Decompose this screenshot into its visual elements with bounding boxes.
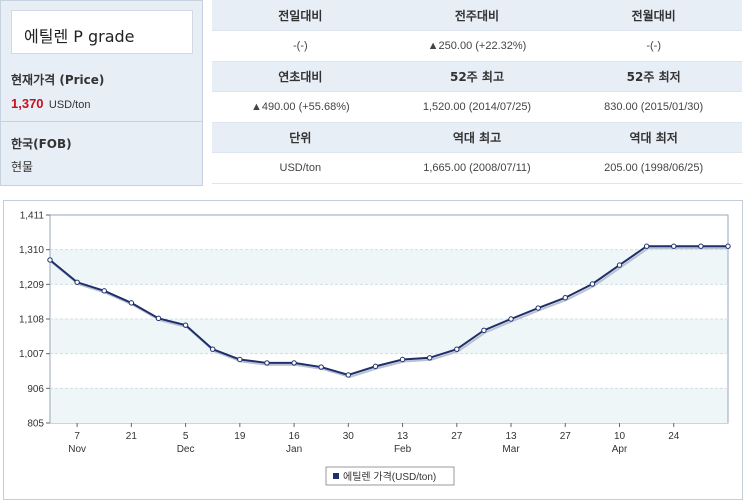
x-tick-label: 13	[505, 431, 517, 442]
stats-value-row: USD/ton 1,665.00 (2008/07/11) 205.00 (1998…	[212, 152, 742, 184]
data-point	[481, 327, 487, 334]
data-point	[399, 356, 406, 363]
stats-header-row: 전일대비 전주대비 전월대비	[212, 0, 742, 31]
data-point	[345, 372, 352, 378]
data-point	[128, 300, 135, 306]
grid-band	[50, 388, 728, 423]
price-row: 1,370 USD/ton	[11, 96, 104, 111]
summary-panel: 에틸렌 P grade 현재가격 (Price) 1,370 USD/ton 한…	[0, 0, 203, 186]
x-month-label: Apr	[612, 444, 628, 455]
series-line	[49, 245, 728, 376]
stats-header-cell: 역대 최고	[388, 122, 566, 153]
grid-band	[50, 319, 728, 354]
y-tick-label: 805	[27, 419, 44, 430]
x-month-label: Nov	[68, 444, 86, 455]
market-label: 한국(FOB)	[11, 137, 72, 151]
panel-divider	[1, 121, 202, 122]
y-tick-label: 1,108	[19, 315, 44, 326]
y-tick-label: 1,209	[19, 280, 44, 291]
y-tick-label: 1,310	[19, 245, 44, 256]
legend-box	[325, 466, 455, 486]
stats-value-cell: -(-)	[565, 30, 742, 62]
price-block: 현재가격 (Price) 1,370 USD/ton	[11, 71, 104, 111]
data-point	[237, 356, 243, 363]
price-label: 현재가격 (Price)	[11, 73, 105, 87]
x-tick-label: 16	[289, 431, 301, 442]
grid-band	[50, 249, 728, 285]
series-line-shadow	[50, 247, 730, 378]
data-point	[372, 363, 379, 370]
market-block: 한국(FOB) 현물	[11, 135, 72, 175]
data-point	[671, 243, 677, 249]
x-tick-label: 10	[614, 431, 626, 442]
stats-table: 전일대비 전주대비 전월대비 -(-) ▲250.00 (+22.32%) -(-) 연초대…	[212, 0, 742, 184]
stats-value-cell: 205.00 (1998/06/25)	[565, 152, 742, 184]
data-point	[47, 257, 53, 263]
x-tick-label: 13	[397, 431, 409, 442]
x-month-label: Dec	[177, 444, 195, 455]
legend-swatch	[333, 473, 339, 479]
x-tick-label: 19	[234, 431, 246, 442]
stats-value-cell: 1,665.00 (2008/07/11)	[388, 152, 566, 184]
data-point	[616, 262, 623, 268]
data-point	[454, 346, 460, 352]
data-point	[725, 243, 731, 249]
stats-header-cell: 단위	[212, 122, 389, 153]
x-month-label: Jan	[286, 444, 302, 455]
x-tick-label: 27	[560, 431, 572, 442]
data-point	[264, 360, 270, 366]
stats-value-cell: ▲250.00 (+22.32%)	[388, 30, 566, 62]
stats-header-cell: 52주 최고	[388, 61, 566, 92]
data-point	[589, 281, 596, 287]
price-unit: USD/ton	[48, 99, 91, 111]
y-tick-label: 906	[27, 384, 44, 395]
data-point	[291, 360, 297, 366]
x-tick-label: 7	[74, 431, 80, 442]
data-point	[698, 243, 704, 249]
legend-label: 에틸렌 가격(USD/ton)	[343, 470, 436, 483]
market-type: 현물	[11, 160, 34, 174]
stats-value-cell: 830.00 (2015/01/30)	[565, 91, 742, 123]
stats-header-row: 연초대비 52주 최고 52주 최저	[212, 61, 742, 92]
stats-header-cell: 전주대비	[388, 0, 566, 31]
stats-value-row: -(-) ▲250.00 (+22.32%) -(-)	[212, 30, 742, 62]
price-chart: 1,411 1,310 1,209 1,108 1,007 906 805 7 Nov 21 5 De…	[3, 200, 743, 500]
x-tick-label: 30	[343, 431, 355, 442]
stats-value-row: ▲490.00 (+55.68%) 1,520.00 (2014/07/25) 83…	[212, 91, 742, 123]
product-title-box: 에틸렌 P grade	[11, 10, 193, 54]
x-month-label: Mar	[502, 444, 520, 455]
stats-value-cell: 1,520.00 (2014/07/25)	[388, 91, 566, 123]
data-point	[535, 305, 541, 311]
x-tick-label: 21	[126, 431, 138, 442]
data-point	[318, 364, 324, 370]
x-month-label: Feb	[394, 444, 412, 455]
x-tick-label: 27	[451, 431, 463, 442]
chart-svg: 1,411 1,310 1,209 1,108 1,007 906 805 7 Nov 21 5 De…	[19, 211, 731, 486]
data-point	[74, 279, 80, 285]
data-point	[155, 315, 162, 322]
data-point	[101, 288, 107, 294]
data-point	[426, 355, 433, 361]
y-tick-label: 1,007	[19, 349, 44, 360]
data-point	[182, 322, 189, 328]
x-tick-label: 24	[668, 431, 680, 442]
stats-header-cell: 연초대비	[212, 61, 389, 92]
y-tick-label: 1,411	[20, 211, 45, 222]
data-point	[643, 243, 650, 249]
stats-header-cell: 전월대비	[565, 0, 742, 31]
stats-header-cell: 52주 최저	[565, 61, 742, 92]
stats-value-cell: USD/ton	[212, 152, 389, 184]
price-value: 1,370	[11, 96, 44, 111]
product-title: 에틸렌 P grade	[24, 27, 135, 46]
stats-header-cell: 역대 최저	[565, 122, 742, 153]
stats-header-row: 단위 역대 최고 역대 최저	[212, 122, 742, 153]
stats-value-cell: ▲490.00 (+55.68%)	[212, 91, 389, 123]
data-point	[508, 316, 514, 322]
data-point	[562, 295, 568, 301]
stats-value-cell: -(-)	[212, 30, 389, 62]
data-point	[210, 346, 216, 352]
x-tick-label: 5	[183, 431, 189, 442]
stats-header-cell: 전일대비	[212, 0, 389, 31]
